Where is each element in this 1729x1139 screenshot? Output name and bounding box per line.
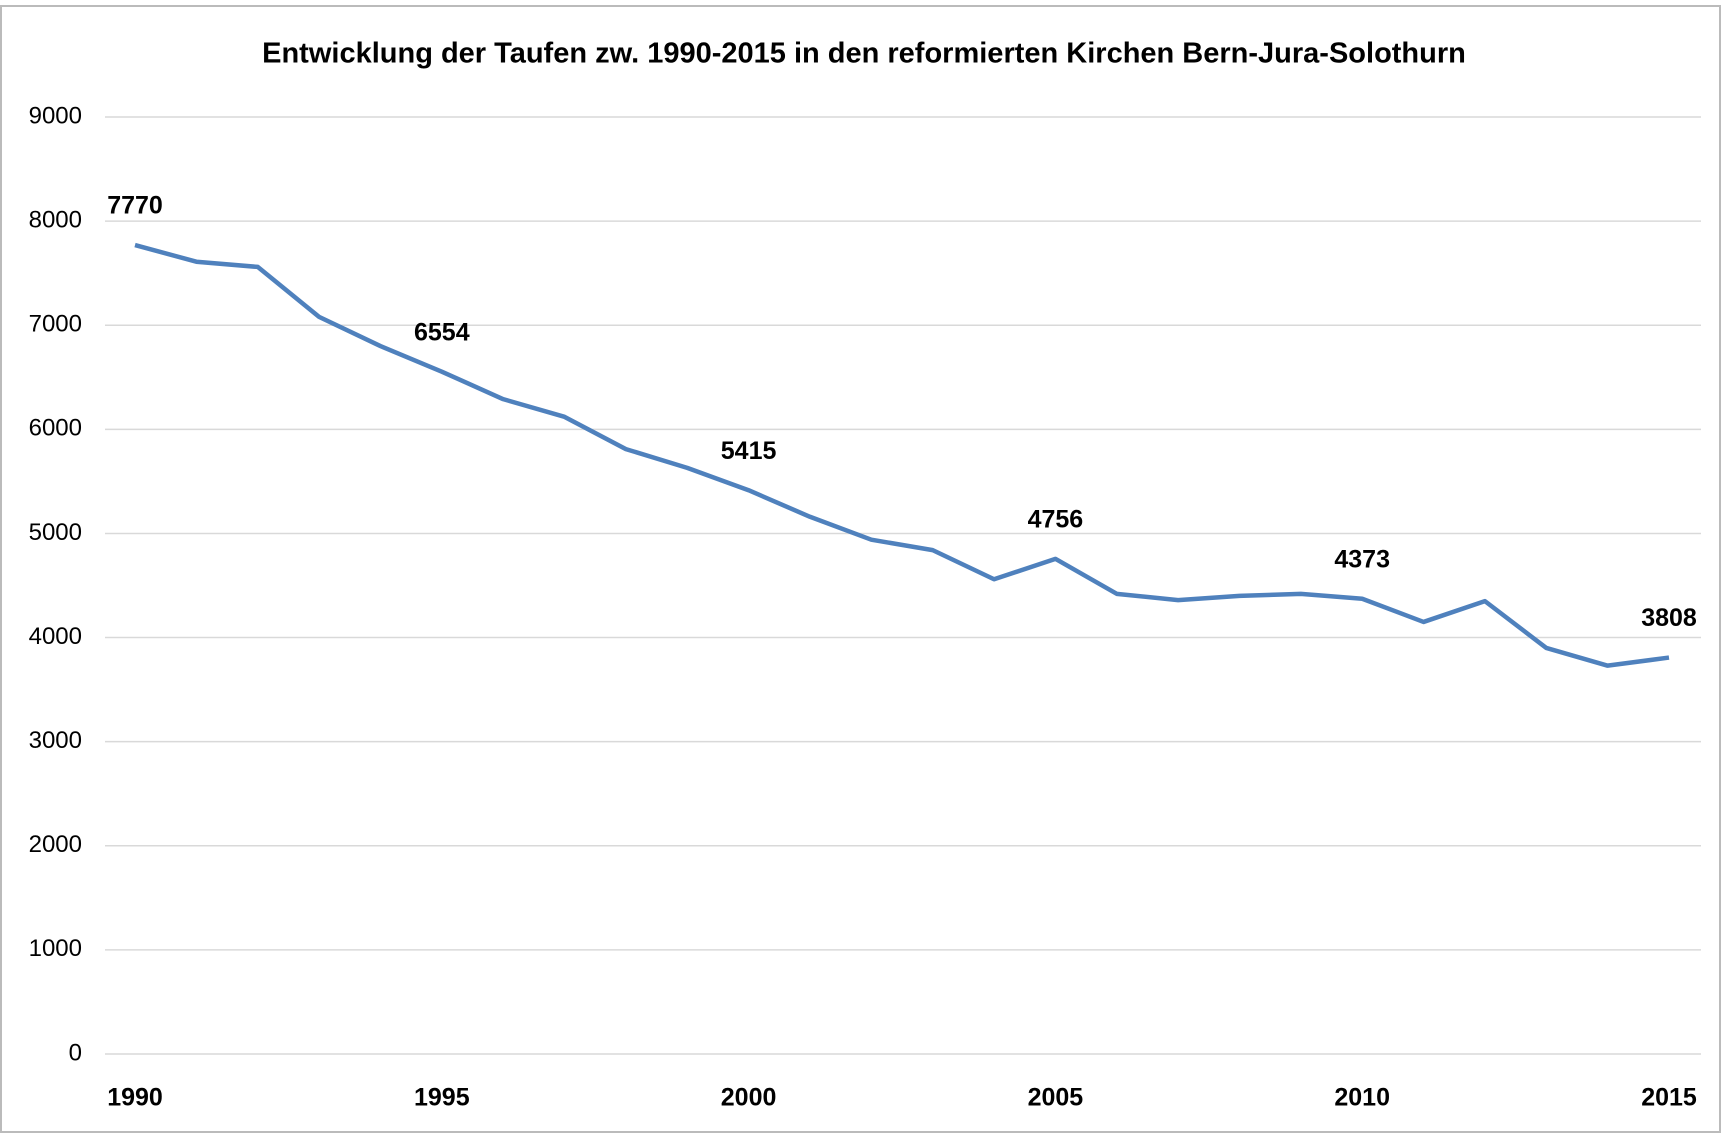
- data-line: [134, 242, 1670, 668]
- data-label: 6554: [414, 318, 470, 346]
- y-tick-label: 9000: [29, 102, 82, 129]
- x-tick-label: 2005: [1028, 1084, 1084, 1112]
- y-tick-label: 4000: [29, 623, 82, 650]
- chart-frame: [0, 5, 1721, 1133]
- x-tick-label: 1990: [107, 1084, 163, 1112]
- y-tick-label: 5000: [29, 519, 82, 546]
- x-tick-label: 2000: [721, 1084, 777, 1112]
- y-tick-label: 0: [69, 1039, 82, 1066]
- y-tick-label: 2000: [29, 831, 82, 858]
- data-label: 4373: [1334, 545, 1390, 573]
- x-tick-label: 2015: [1641, 1084, 1697, 1112]
- x-tick-label: 1995: [414, 1084, 470, 1112]
- y-tick-label: 6000: [29, 415, 82, 442]
- data-label: 3808: [1641, 604, 1697, 632]
- data-label: 5415: [721, 437, 777, 465]
- chart-title: Entwicklung der Taufen zw. 1990-2015 in …: [262, 38, 1466, 70]
- data-label: 4756: [1028, 505, 1084, 533]
- y-tick-label: 3000: [29, 727, 82, 754]
- y-tick-label: 7000: [29, 311, 82, 338]
- x-tick-label: 2010: [1334, 1084, 1390, 1112]
- y-tick-label: 1000: [29, 935, 82, 962]
- y-tick-label: 8000: [29, 206, 82, 233]
- data-label: 7770: [107, 192, 163, 220]
